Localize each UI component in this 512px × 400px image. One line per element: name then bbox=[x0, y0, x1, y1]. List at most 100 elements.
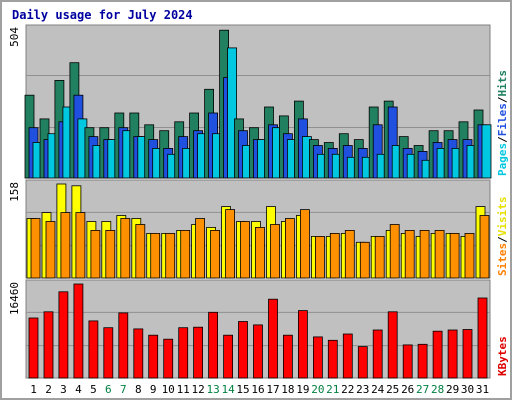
bar-kbytes-day-11 bbox=[178, 327, 189, 379]
bar-sites-day-27 bbox=[419, 229, 430, 279]
day-label-15: 15 bbox=[236, 383, 249, 396]
bar-kbytes-day-27 bbox=[417, 343, 428, 379]
day-label-29: 29 bbox=[446, 383, 459, 396]
legend-sites: Sites bbox=[496, 243, 509, 276]
day-label-6: 6 bbox=[105, 383, 112, 396]
chart-panels: 504Pages/Files/Hits158Sites/Visits16460K… bbox=[8, 24, 509, 379]
bar-sites-day-21 bbox=[329, 232, 340, 279]
day-label-17: 17 bbox=[266, 383, 279, 396]
day-label-22: 22 bbox=[341, 383, 354, 396]
day-label-2: 2 bbox=[45, 383, 52, 396]
legend-separator: / bbox=[496, 236, 509, 243]
bar-sites-day-25 bbox=[389, 224, 400, 279]
bar-kbytes-day-31 bbox=[477, 297, 488, 379]
bar-sites-day-23 bbox=[359, 241, 370, 279]
bar-kbytes-day-22 bbox=[342, 333, 353, 379]
day-label-10: 10 bbox=[162, 383, 175, 396]
series-legend: Pages/Files/Hits bbox=[496, 70, 509, 176]
bar-kbytes-day-13 bbox=[208, 311, 219, 379]
bar-kbytes-day-16 bbox=[253, 324, 263, 379]
bar-sites-day-29 bbox=[449, 232, 460, 279]
bar-sites-day-5 bbox=[90, 229, 101, 279]
bar-kbytes-day-7 bbox=[118, 312, 129, 379]
bar-kbytes-day-3 bbox=[58, 291, 69, 379]
bar-kbytes-day-17 bbox=[268, 298, 278, 379]
legend-files: Files bbox=[496, 103, 509, 136]
bar-sites-day-2 bbox=[45, 221, 56, 279]
bar-kbytes-day-19 bbox=[297, 310, 308, 379]
bar-sites-day-19 bbox=[299, 209, 310, 279]
day-label-18: 18 bbox=[281, 383, 294, 396]
day-label-28: 28 bbox=[431, 383, 444, 396]
series-legend: KBytes bbox=[496, 336, 509, 376]
day-label-5: 5 bbox=[90, 383, 97, 396]
bar-sites-day-17 bbox=[270, 224, 280, 279]
bar-sites-day-30 bbox=[464, 232, 475, 279]
bar-pages-day-14 bbox=[227, 47, 238, 179]
bar-kbytes-day-15 bbox=[238, 321, 248, 379]
day-label-21: 21 bbox=[326, 383, 339, 396]
bar-kbytes-day-25 bbox=[387, 311, 398, 379]
bar-sites-day-18 bbox=[284, 218, 295, 279]
bar-sites-day-4 bbox=[75, 212, 86, 279]
day-label-26: 26 bbox=[401, 383, 414, 396]
bar-sites-day-10 bbox=[165, 232, 176, 279]
bar-sites-day-31 bbox=[479, 215, 490, 279]
day-label-25: 25 bbox=[386, 383, 399, 396]
bar-sites-day-20 bbox=[314, 235, 325, 279]
bar-sites-day-28 bbox=[434, 229, 445, 279]
chart-title: Daily usage for July 2024 bbox=[12, 8, 193, 22]
bar-kbytes-day-26 bbox=[402, 344, 413, 379]
bar-kbytes-day-24 bbox=[372, 329, 383, 379]
day-label-16: 16 bbox=[251, 383, 264, 396]
day-label-14: 14 bbox=[221, 383, 235, 396]
day-label-7: 7 bbox=[120, 383, 127, 396]
day-label-11: 11 bbox=[177, 383, 190, 396]
bar-sites-day-24 bbox=[374, 235, 385, 279]
bar-kbytes-day-29 bbox=[447, 329, 458, 379]
legend-kbytes: KBytes bbox=[496, 336, 509, 376]
day-label-20: 20 bbox=[311, 383, 324, 396]
bar-sites-day-12 bbox=[195, 218, 206, 279]
bar-sites-day-8 bbox=[135, 224, 146, 279]
bar-sites-day-11 bbox=[180, 229, 191, 279]
bar-kbytes-day-18 bbox=[282, 334, 293, 379]
day-label-19: 19 bbox=[296, 383, 309, 396]
bar-kbytes-day-2 bbox=[43, 311, 54, 379]
kbytes-panel: 16460 KBytes bbox=[8, 279, 509, 379]
day-label-1: 1 bbox=[30, 383, 37, 396]
bar-sites-day-1 bbox=[30, 218, 41, 279]
bar-sites-day-14 bbox=[225, 209, 236, 279]
day-label-3: 3 bbox=[60, 383, 67, 396]
series-legend: Sites/Visits bbox=[496, 197, 509, 277]
bar-kbytes-day-14 bbox=[223, 334, 234, 379]
bar-sites-day-16 bbox=[255, 226, 265, 279]
bar-kbytes-day-30 bbox=[462, 329, 473, 379]
legend-separator: / bbox=[496, 96, 509, 103]
day-label-8: 8 bbox=[135, 383, 142, 396]
day-label-30: 30 bbox=[461, 383, 474, 396]
day-label-9: 9 bbox=[150, 383, 157, 396]
bar-kbytes-day-10 bbox=[163, 338, 174, 379]
visits-panel: 158 Sites/Visits bbox=[8, 179, 509, 279]
bar-sites-day-3 bbox=[60, 212, 71, 279]
y-max-label: 16460 bbox=[8, 282, 21, 315]
bar-kbytes-day-12 bbox=[193, 326, 204, 379]
legend-visits: Visits bbox=[496, 197, 509, 237]
legend-hits: Hits bbox=[496, 70, 509, 97]
bar-sites-day-22 bbox=[344, 229, 355, 279]
bar-kbytes-day-4 bbox=[73, 283, 84, 379]
bar-kbytes-day-5 bbox=[88, 320, 99, 379]
day-label-23: 23 bbox=[356, 383, 369, 396]
bar-sites-day-7 bbox=[120, 218, 131, 279]
bar-sites-day-26 bbox=[404, 229, 415, 279]
bar-sites-day-13 bbox=[210, 229, 221, 279]
legend-pages: Pages bbox=[496, 143, 509, 176]
day-label-12: 12 bbox=[191, 383, 204, 396]
y-max-label: 158 bbox=[8, 182, 21, 202]
bar-sites-day-6 bbox=[105, 229, 116, 279]
bar-kbytes-day-21 bbox=[327, 339, 338, 379]
bar-kbytes-day-1 bbox=[28, 317, 39, 379]
day-label-13: 13 bbox=[206, 383, 219, 396]
